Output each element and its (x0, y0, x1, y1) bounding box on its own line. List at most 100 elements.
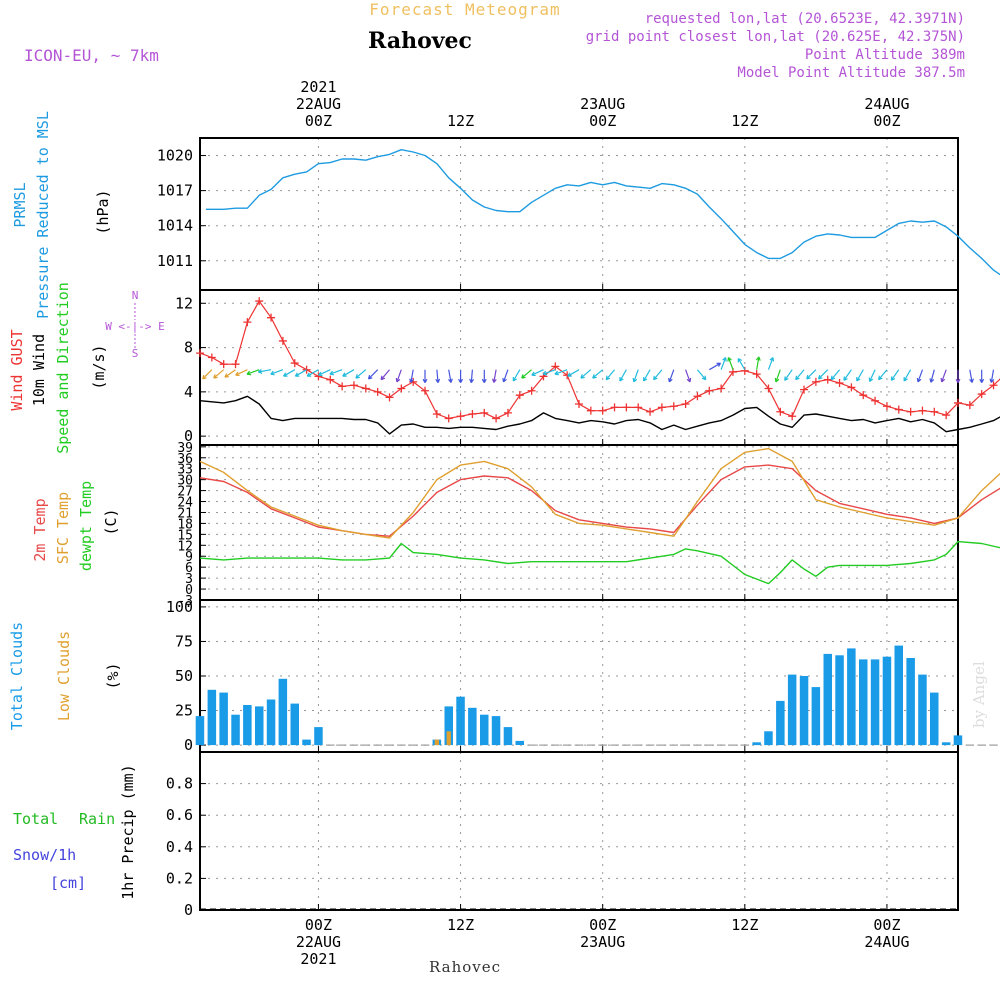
gust-point (882, 402, 891, 411)
wind-direction-arrow (767, 357, 775, 370)
top-tick-label-4-1: 00Z (873, 112, 900, 130)
total-cloud-bar (799, 676, 809, 746)
top-tick-label-3-0: 12Z (731, 112, 758, 130)
wind-direction-arrow (592, 369, 604, 379)
clouds-ytick-label-3: 75 (175, 632, 193, 650)
pressure-line-0 (205, 148, 1000, 276)
wind-ytick-label-0: 0 (184, 427, 193, 445)
temperature-ytick-label-13: 36 (177, 452, 193, 467)
gust-point (977, 390, 986, 399)
total-cloud-bar (468, 707, 477, 746)
gust-point (847, 383, 856, 392)
wind-direction-arrow (795, 369, 805, 381)
wind-speed-line (199, 395, 1000, 435)
gust-point (835, 379, 844, 387)
total-cloud-bar (906, 658, 915, 746)
gust-point (800, 385, 809, 394)
total-cloud-bar (894, 645, 903, 746)
gust-point (586, 406, 595, 415)
wind-direction-arrow (492, 369, 497, 383)
temperature-ytick-label-5: 12 (177, 539, 193, 554)
wind-direction-arrow (708, 362, 722, 371)
gust-point (278, 336, 287, 345)
wind-direction-arrow (435, 369, 441, 384)
wind-direction-arrow (806, 369, 817, 380)
temperature-ytick-label-10: 27 (177, 485, 193, 500)
top-tick-label-0-2: 00Z (305, 112, 332, 130)
app-title: Forecast Meteogram (369, 0, 560, 19)
gust-point (432, 410, 441, 418)
wind-direction-arrow (542, 369, 556, 376)
total-label: Total (13, 810, 58, 828)
gust-point (385, 393, 394, 402)
gust-point (752, 370, 761, 379)
wind-direction-arrow (868, 369, 876, 382)
temperature-ytick-label-12: 33 (177, 463, 193, 478)
pressure-msl-label: Pressure Reduced to MSL (34, 111, 52, 319)
total-cloud-bar (195, 716, 205, 746)
temperature-ytick-label-14: 39 (177, 441, 193, 456)
wind-direction-arrow (554, 369, 568, 376)
bottom-tick-label-0-1: 22AUG (296, 933, 341, 951)
gust-point (989, 381, 998, 390)
wind-direction-arrow (246, 369, 260, 376)
gust-point (871, 396, 880, 405)
wind-direction-arrow (720, 357, 727, 370)
pressure-frame (199, 137, 959, 291)
wind-direction-arrow (903, 369, 912, 382)
wind-direction-arrow (355, 369, 367, 379)
gust-point (646, 407, 655, 416)
wind-direction-arrow (469, 369, 475, 384)
wind-direction-arrow (755, 356, 761, 370)
top-tick-label-0-1: 22AUG (296, 95, 341, 113)
gust-point (492, 414, 501, 423)
precip-axis-label: 1hr Precip (mm) (119, 764, 137, 899)
wind-unit-label: (m/s) (90, 344, 108, 389)
total-cloud-bar (456, 696, 465, 746)
clouds-ytick-label-0: 0 (184, 736, 193, 754)
bottom-tick-label-2-0: 00Z (589, 916, 616, 934)
wind-direction-arrow (653, 369, 663, 381)
precip-ytick-label-4: 0.8 (166, 775, 193, 793)
pressure-panel: 1011 1014 1017 1020 (157, 137, 1000, 291)
gust-point (551, 362, 560, 371)
bottom-tick-label-0-2: 2021 (300, 950, 336, 968)
precip-ytick-label-2: 0.4 (166, 838, 193, 856)
total-cloud-bar (491, 716, 501, 746)
wind-direction-arrow (481, 369, 487, 383)
wind-direction-arrow (890, 369, 900, 381)
wind-direction-arrow (342, 369, 355, 377)
total-cloud-bar (918, 674, 927, 746)
total-cloud-bar (847, 648, 856, 746)
total-cloud-bar (835, 655, 844, 746)
wind-direction-arrow (257, 369, 272, 374)
wind-direction-arrow (395, 369, 402, 383)
precip-frame (199, 751, 959, 911)
wind-direction-arrow (380, 369, 390, 381)
gust-point (634, 403, 643, 412)
bottom-tick-label-1-0: 12Z (447, 916, 474, 934)
wind-direction-arrow (727, 357, 734, 370)
wind-direction-arrow (213, 369, 225, 379)
clouds-ytick-label-1: 25 (175, 702, 193, 720)
wind-direction-arrow (830, 369, 841, 381)
precip-panel: 0 0.2 0.4 0.6 0.8 (166, 751, 959, 919)
gust-line (199, 300, 1000, 419)
bottom-time-axis: 00Z22AUG202112Z00Z23AUG12Z00Z24AUG12Z (296, 916, 910, 968)
wind-direction-arrow (306, 369, 319, 377)
temperature-ytick-label-7: 18 (177, 517, 193, 532)
wind-direction-arrow (843, 369, 852, 381)
wind-direction-arrow (940, 369, 947, 383)
gust-point (243, 318, 252, 327)
wind-panel: 0 4 8 12 (175, 289, 1000, 446)
gust-point (326, 375, 335, 384)
gust-point (267, 313, 276, 322)
top-tick-label-4-0: 24AUG (864, 95, 909, 113)
temp-unit-label: (C) (102, 508, 120, 535)
wind-direction-arrow (643, 369, 651, 382)
wind-direction-arrow (270, 369, 284, 376)
bottom-tick-label-4-0: 00Z (873, 916, 900, 934)
gust-point (290, 359, 299, 368)
gust-point (219, 360, 228, 369)
10m-wind-label: 10m Wind (30, 334, 48, 406)
